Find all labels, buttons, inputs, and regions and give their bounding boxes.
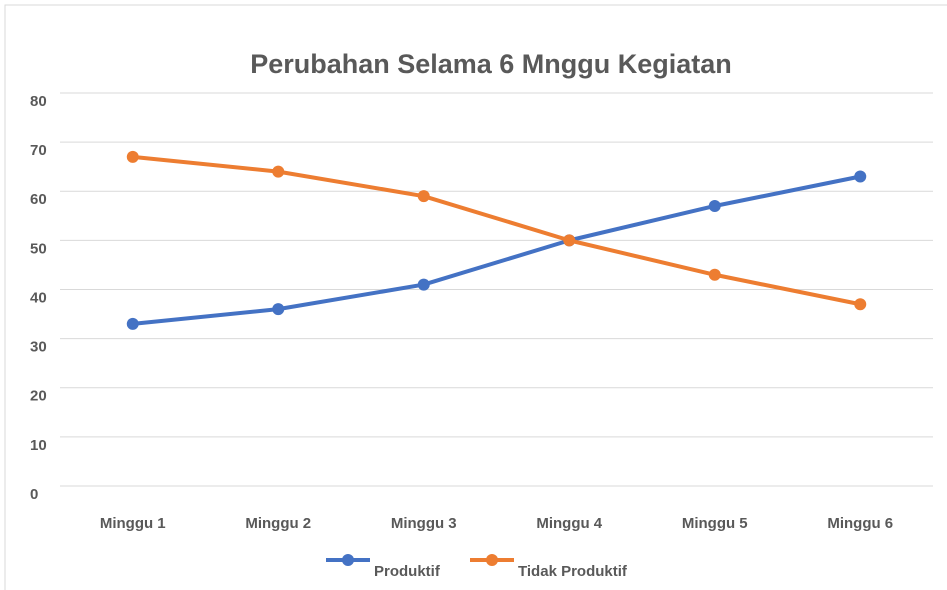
- x-tick-label: Minggu 6: [827, 515, 893, 532]
- x-tick-label: Minggu 4: [536, 515, 602, 532]
- data-point: [126, 150, 139, 163]
- chart-title: Perubahan Selama 6 Mnggu Kegiatan: [250, 49, 732, 79]
- data-point: [272, 303, 285, 316]
- data-point: [126, 317, 139, 330]
- y-tick-label: 60: [30, 191, 47, 208]
- x-tick-label: Minggu 2: [245, 515, 311, 532]
- x-tick-label: Minggu 1: [100, 515, 166, 532]
- y-tick-label: 20: [30, 388, 47, 405]
- y-tick-label: 0: [30, 486, 38, 503]
- data-point: [563, 234, 576, 247]
- x-tick-label: Minggu 5: [682, 515, 748, 532]
- legend-label: Tidak Produktif: [518, 563, 628, 580]
- data-point: [708, 199, 721, 212]
- x-tick-label: Minggu 3: [391, 515, 457, 532]
- data-point: [417, 278, 430, 291]
- legend-marker: [342, 554, 354, 566]
- y-tick-label: 30: [30, 339, 47, 356]
- legend-label: Produktif: [374, 563, 441, 580]
- y-tick-label: 40: [30, 289, 47, 306]
- legend-marker: [486, 554, 498, 566]
- series-line: [132, 174, 861, 326]
- chart-border: [4, 4, 947, 590]
- y-tick-label: 10: [30, 437, 47, 454]
- data-point: [854, 170, 867, 183]
- data-point: [854, 298, 867, 311]
- y-tick-label: 50: [30, 240, 47, 257]
- data-point: [417, 190, 430, 203]
- data-point: [708, 268, 721, 281]
- data-point: [272, 165, 285, 178]
- series-line: [132, 154, 861, 307]
- y-tick-label: 70: [30, 142, 47, 159]
- y-tick-label: 80: [30, 93, 47, 110]
